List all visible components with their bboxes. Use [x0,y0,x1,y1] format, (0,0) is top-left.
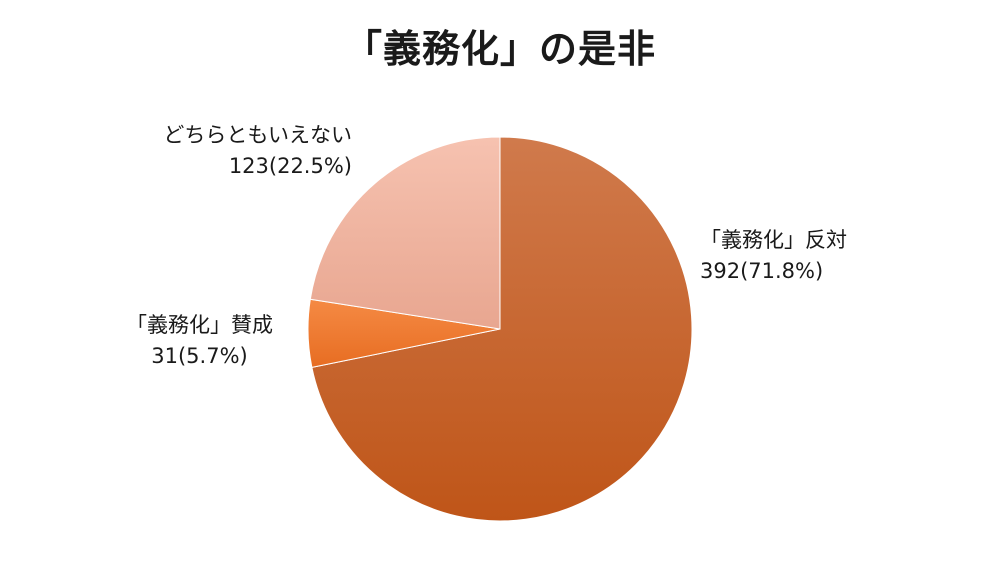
pie-slice-oppose [311,136,693,522]
slice-label-name: どちらともいえない [163,123,352,147]
slice-label-neutral: どちらともいえない 123(22.5%) [163,120,352,182]
pie-slice-neutral [309,136,501,330]
slice-label-oppose: 「義務化」反対 392(71.8%) [700,225,847,287]
pie-slices [307,136,693,522]
slice-label-name: 「義務化」賛成 [126,313,273,337]
slice-label-value: 392(71.8%) [700,259,824,283]
slice-label-support: 「義務化」賛成 31(5.7%) [126,310,273,372]
chart-title: 「義務化」の是非 [343,27,656,71]
slice-label-name: 「義務化」反対 [700,228,847,252]
slice-label-value: 123(22.5%) [228,154,352,178]
slice-label-value: 31(5.7%) [151,344,248,368]
